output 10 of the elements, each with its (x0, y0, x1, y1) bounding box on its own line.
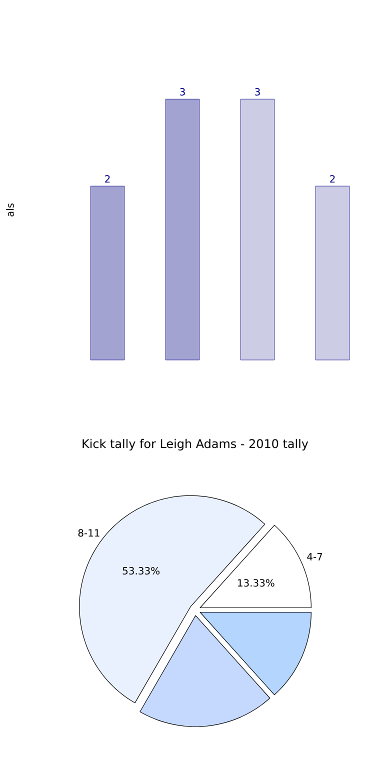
chart-title: Kick tally for Leigh Adams - 2010 tally (82, 438, 308, 450)
data-label: 2 (105, 175, 110, 183)
data-label: 3 (180, 88, 185, 96)
slice-label: 4-7 (307, 553, 322, 560)
data-label: 13.33% (238, 579, 274, 587)
data-label: 2 (330, 175, 335, 183)
slice-label: 8-11 (78, 529, 100, 537)
data-label: 3 (255, 88, 260, 96)
y-axis-title: als (6, 203, 14, 216)
data-label: 53.33% (122, 567, 160, 575)
